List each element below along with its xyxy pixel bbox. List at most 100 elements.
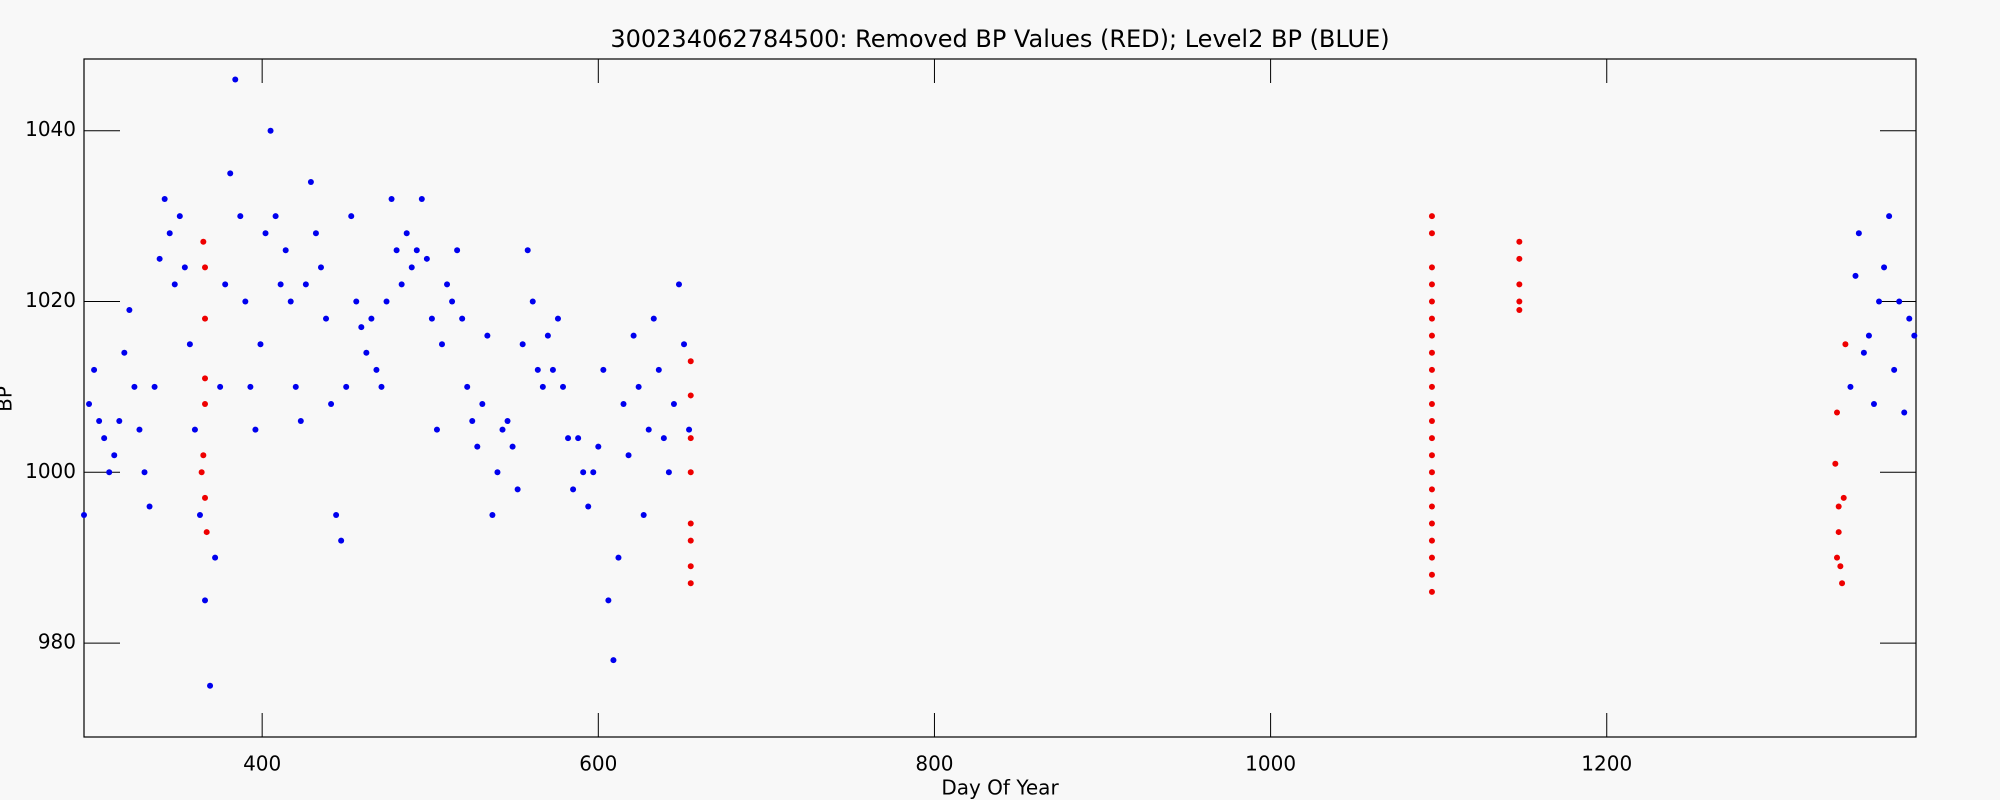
data-point <box>610 657 617 664</box>
data-point <box>202 400 209 407</box>
data-point <box>469 418 476 425</box>
data-point <box>403 230 410 237</box>
data-point <box>91 366 98 373</box>
data-point <box>1901 409 1908 416</box>
data-point <box>1832 460 1839 467</box>
data-point <box>171 281 178 288</box>
data-point <box>499 426 506 433</box>
data-point <box>277 281 284 288</box>
y-tick-label: 1000 <box>25 459 76 483</box>
data-point <box>423 255 430 262</box>
data-point <box>534 366 541 373</box>
data-point <box>146 503 153 510</box>
data-point <box>1428 469 1435 476</box>
data-point <box>1516 298 1523 305</box>
data-point <box>1428 571 1435 578</box>
data-point <box>1516 281 1523 288</box>
data-point <box>687 537 694 544</box>
data-point <box>353 298 360 305</box>
data-point <box>1428 332 1435 339</box>
data-point <box>373 366 380 373</box>
data-point <box>640 511 647 518</box>
data-point <box>1881 264 1888 271</box>
data-point <box>1428 486 1435 493</box>
data-point <box>1834 554 1841 561</box>
data-point <box>438 341 445 348</box>
data-point <box>625 452 632 459</box>
data-point <box>1428 349 1435 356</box>
data-point <box>1428 315 1435 322</box>
data-point <box>333 511 340 518</box>
y-axis-label: BP <box>0 386 17 412</box>
data-point <box>665 469 672 476</box>
data-point <box>1428 383 1435 390</box>
data-point <box>655 366 662 373</box>
data-point <box>297 418 304 425</box>
data-point <box>544 332 551 339</box>
data-point <box>323 315 330 322</box>
data-point <box>338 537 345 544</box>
data-point <box>121 349 128 356</box>
x-axis-label: Day Of Year <box>941 776 1059 800</box>
data-point <box>1852 272 1859 279</box>
data-point <box>302 281 309 288</box>
data-point <box>1428 588 1435 595</box>
data-point <box>681 341 688 348</box>
data-point <box>1847 383 1854 390</box>
data-point <box>433 426 440 433</box>
data-point <box>317 264 324 271</box>
plot-frame <box>83 58 1917 738</box>
data-point <box>660 435 667 442</box>
data-point <box>161 196 168 203</box>
chart-title: 300234062784500: Removed BP Values (RED)… <box>610 25 1389 53</box>
data-point <box>202 315 209 322</box>
data-point <box>307 178 314 185</box>
data-point <box>242 298 249 305</box>
data-point <box>202 264 209 271</box>
data-point <box>222 281 229 288</box>
data-point <box>529 298 536 305</box>
data-point <box>1428 435 1435 442</box>
x-tick-label: 800 <box>915 752 953 776</box>
data-point <box>1840 494 1847 501</box>
data-point <box>1906 315 1913 322</box>
data-point <box>474 443 481 450</box>
data-point <box>444 281 451 288</box>
data-point <box>1428 281 1435 288</box>
data-point <box>1839 580 1846 587</box>
data-point <box>207 682 214 689</box>
data-point <box>675 281 682 288</box>
data-point <box>287 298 294 305</box>
data-point <box>585 503 592 510</box>
data-point <box>151 383 158 390</box>
data-point <box>590 469 597 476</box>
data-point <box>509 443 516 450</box>
data-point <box>645 426 652 433</box>
data-point <box>1428 230 1435 237</box>
data-point <box>292 383 299 390</box>
data-point <box>620 400 627 407</box>
data-point <box>1428 366 1435 373</box>
data-point <box>212 554 219 561</box>
data-point <box>554 315 561 322</box>
data-point <box>686 426 693 433</box>
data-point <box>519 341 526 348</box>
data-point <box>1865 332 1872 339</box>
data-point <box>570 486 577 493</box>
data-point <box>565 435 572 442</box>
data-point <box>484 332 491 339</box>
data-point <box>186 341 193 348</box>
data-point <box>1886 213 1893 220</box>
data-point <box>393 247 400 254</box>
data-point <box>200 452 207 459</box>
data-point <box>1891 366 1898 373</box>
data-point <box>200 238 207 245</box>
data-point <box>282 247 289 254</box>
y-tick-label: 1040 <box>25 117 76 141</box>
data-point <box>1428 520 1435 527</box>
data-point <box>203 529 210 536</box>
data-point <box>328 400 335 407</box>
data-point <box>106 469 113 476</box>
data-point <box>131 383 138 390</box>
